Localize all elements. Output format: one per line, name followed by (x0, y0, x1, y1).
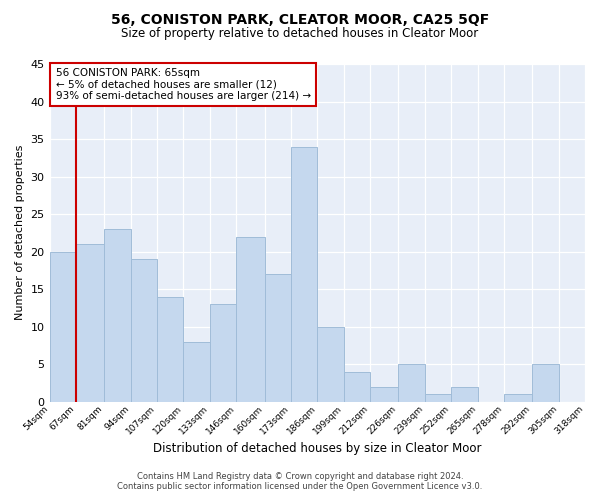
Bar (131, 259, 157, 402)
Text: Size of property relative to detached houses in Cleator Moor: Size of property relative to detached ho… (121, 28, 479, 40)
Text: 56, CONISTON PARK, CLEATOR MOOR, CA25 5QF: 56, CONISTON PARK, CLEATOR MOOR, CA25 5Q… (111, 12, 489, 26)
Y-axis label: Number of detached properties: Number of detached properties (15, 145, 25, 320)
Bar (532, 364, 559, 402)
Text: 56 CONISTON PARK: 65sqm
← 5% of detached houses are smaller (12)
93% of semi-det: 56 CONISTON PARK: 65sqm ← 5% of detached… (56, 68, 311, 101)
X-axis label: Distribution of detached houses by size in Cleator Moor: Distribution of detached houses by size … (153, 442, 482, 455)
Bar (451, 386, 478, 402)
Bar (425, 394, 451, 402)
Bar (265, 274, 291, 402)
Bar (104, 229, 131, 402)
Bar (504, 394, 532, 402)
Bar (398, 364, 425, 402)
Text: Contains HM Land Registry data © Crown copyright and database right 2024.
Contai: Contains HM Land Registry data © Crown c… (118, 472, 482, 491)
Bar (317, 326, 344, 402)
Bar (157, 296, 184, 402)
Bar (50, 252, 76, 402)
Bar (210, 304, 236, 402)
Bar (76, 244, 104, 402)
Bar (291, 146, 317, 402)
Bar (236, 236, 265, 402)
Bar (344, 372, 370, 402)
Bar (184, 342, 210, 402)
Bar (370, 386, 398, 402)
